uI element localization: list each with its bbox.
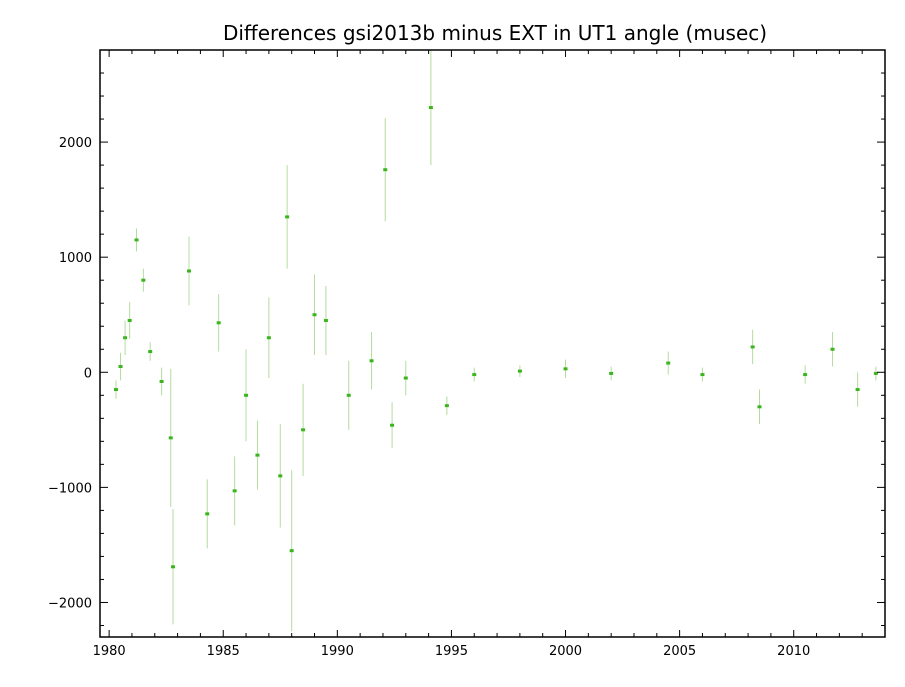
data-point — [750, 345, 755, 349]
data-point — [255, 453, 260, 457]
data-point — [323, 318, 328, 322]
y-tick-label: 0 — [84, 366, 92, 381]
data-point — [159, 379, 164, 383]
data-point — [123, 336, 128, 340]
data-point — [609, 371, 614, 375]
data-point — [472, 373, 477, 377]
data-point — [244, 393, 249, 397]
x-tick-label: 2005 — [663, 644, 696, 659]
error-bars — [115, 50, 877, 632]
data-point — [278, 474, 283, 478]
x-tick-label: 1990 — [321, 644, 354, 659]
data-point — [830, 347, 835, 351]
data-point — [855, 388, 860, 392]
x-tick-label: 2000 — [549, 644, 582, 659]
axes — [99, 49, 886, 638]
data-point — [232, 489, 237, 493]
data-point — [113, 388, 118, 392]
data-point — [517, 369, 522, 373]
data-point — [134, 238, 139, 242]
data-point — [873, 371, 878, 375]
y-tick-label: −2000 — [48, 596, 92, 611]
plot-frame — [99, 49, 886, 638]
y-tick-label: 1000 — [59, 251, 92, 266]
data-point — [346, 393, 351, 397]
data-point — [428, 106, 433, 110]
x-axis-ticks: 1980 1985 1990 1995 2000 2005 2010 — [93, 50, 886, 659]
data-point — [216, 321, 221, 325]
data-point — [700, 373, 705, 377]
data-point — [171, 565, 176, 569]
data-points — [113, 106, 878, 569]
data-point — [141, 278, 146, 282]
x-tick-label: 1985 — [207, 644, 240, 659]
data-point — [757, 405, 762, 409]
data-point — [369, 359, 374, 363]
data-point — [127, 318, 132, 322]
data-point — [403, 376, 408, 380]
data-point — [301, 428, 306, 432]
data-point — [205, 512, 210, 516]
y-tick-label: 2000 — [59, 136, 92, 151]
data-point — [803, 373, 808, 377]
y-axis-ticks: −2000 −1000 0 1000 2000 — [48, 49, 885, 626]
data-point — [118, 365, 123, 369]
data-point — [186, 269, 191, 273]
x-tick-label: 1995 — [435, 644, 468, 659]
data-point — [168, 436, 173, 440]
data-point — [285, 215, 290, 219]
y-tick-label: −1000 — [48, 481, 92, 496]
data-point — [666, 361, 671, 365]
data-point — [148, 350, 153, 354]
data-point — [383, 168, 388, 172]
x-tick-label: 1980 — [93, 644, 126, 659]
data-point — [266, 336, 271, 340]
data-point — [444, 404, 449, 408]
data-point — [289, 549, 294, 553]
chart-title: Differences gsi2013b minus EXT in UT1 an… — [223, 21, 767, 45]
x-tick-label: 2010 — [777, 644, 810, 659]
data-point — [312, 313, 317, 317]
data-point — [390, 423, 395, 427]
data-point — [563, 367, 568, 371]
